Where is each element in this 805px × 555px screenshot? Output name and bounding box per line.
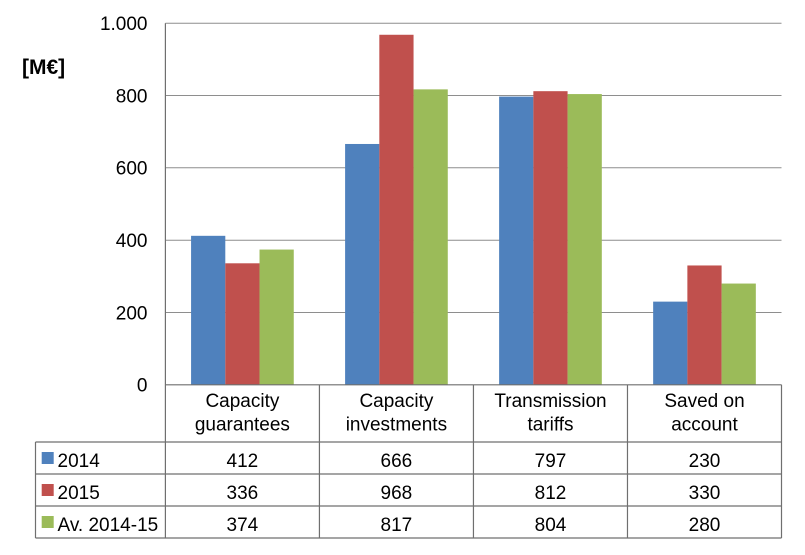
svg-text:tariffs: tariffs bbox=[527, 415, 573, 436]
svg-text:guarantees: guarantees bbox=[195, 415, 290, 436]
svg-text:812: 812 bbox=[535, 483, 567, 504]
svg-text:968: 968 bbox=[381, 483, 413, 504]
svg-text:412: 412 bbox=[227, 451, 259, 472]
svg-text:200: 200 bbox=[116, 303, 148, 324]
svg-text:230: 230 bbox=[689, 451, 721, 472]
svg-text:280: 280 bbox=[689, 515, 721, 536]
svg-text:374: 374 bbox=[227, 515, 259, 536]
svg-text:Av. 2014-15: Av. 2014-15 bbox=[58, 515, 159, 536]
svg-text:797: 797 bbox=[535, 451, 567, 472]
svg-text:666: 666 bbox=[381, 451, 413, 472]
svg-text:1.000: 1.000 bbox=[100, 14, 148, 35]
svg-text:400: 400 bbox=[116, 231, 148, 252]
svg-text:Saved on: Saved on bbox=[664, 391, 744, 412]
svg-text:2014: 2014 bbox=[58, 451, 101, 472]
svg-text:[M€]: [M€] bbox=[22, 56, 65, 79]
svg-text:Capacity: Capacity bbox=[359, 391, 433, 412]
svg-text:0: 0 bbox=[137, 376, 148, 397]
svg-text:336: 336 bbox=[227, 483, 259, 504]
svg-text:account: account bbox=[671, 415, 738, 436]
svg-text:Transmission: Transmission bbox=[494, 391, 606, 412]
svg-text:2015: 2015 bbox=[58, 483, 100, 504]
svg-text:800: 800 bbox=[116, 86, 148, 107]
svg-text:804: 804 bbox=[535, 515, 567, 536]
svg-text:817: 817 bbox=[381, 515, 413, 536]
svg-text:600: 600 bbox=[116, 159, 148, 180]
svg-text:Capacity: Capacity bbox=[205, 391, 279, 412]
svg-text:investments: investments bbox=[346, 415, 447, 436]
svg-text:330: 330 bbox=[689, 483, 721, 504]
